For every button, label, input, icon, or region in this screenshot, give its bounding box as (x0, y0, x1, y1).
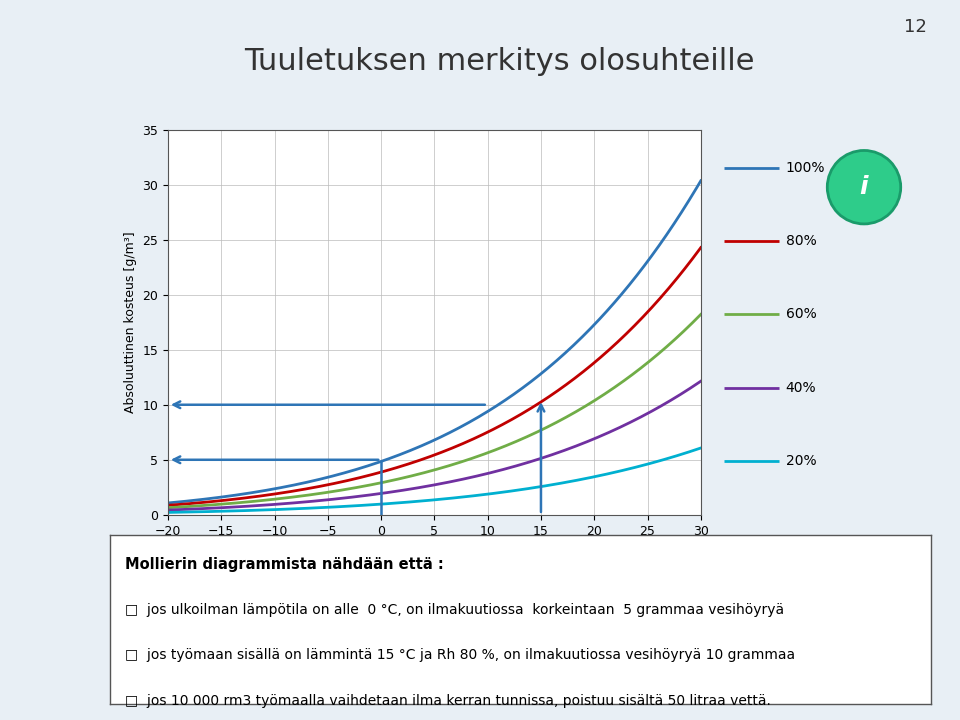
Text: 80%: 80% (785, 234, 817, 248)
Text: □  jos ulkoilman lämpötila on alle  0 °C, on ilmakuutiossa  korkeintaan  5 gramm: □ jos ulkoilman lämpötila on alle 0 °C, … (125, 603, 784, 616)
Text: Tuuletuksen merkitys olosuhteille: Tuuletuksen merkitys olosuhteille (244, 47, 755, 76)
Text: 60%: 60% (785, 307, 817, 322)
Text: 20%: 20% (785, 454, 816, 468)
Text: □  jos työmaan sisällä on lämmintä 15 °C ja Rh 80 %, on ilmakuutiossa vesihöyryä: □ jos työmaan sisällä on lämmintä 15 °C … (125, 648, 795, 662)
Text: Mollierin diagrammista nähdään että :: Mollierin diagrammista nähdään että : (125, 557, 444, 572)
Text: 40%: 40% (785, 381, 816, 395)
Text: □  jos 10 000 rm3 työmaalla vaihdetaan ilma kerran tunnissa, poistuu sisältä 50 : □ jos 10 000 rm3 työmaalla vaihdetaan il… (125, 694, 771, 708)
Text: 100%: 100% (785, 161, 826, 175)
Ellipse shape (828, 150, 900, 224)
Text: 12: 12 (903, 18, 926, 36)
Y-axis label: Absoluuttinen kosteus [g/m³]: Absoluuttinen kosteus [g/m³] (124, 231, 137, 413)
X-axis label: Lämpötila [°C]: Lämpötila [°C] (384, 543, 485, 557)
Text: i: i (860, 175, 868, 199)
